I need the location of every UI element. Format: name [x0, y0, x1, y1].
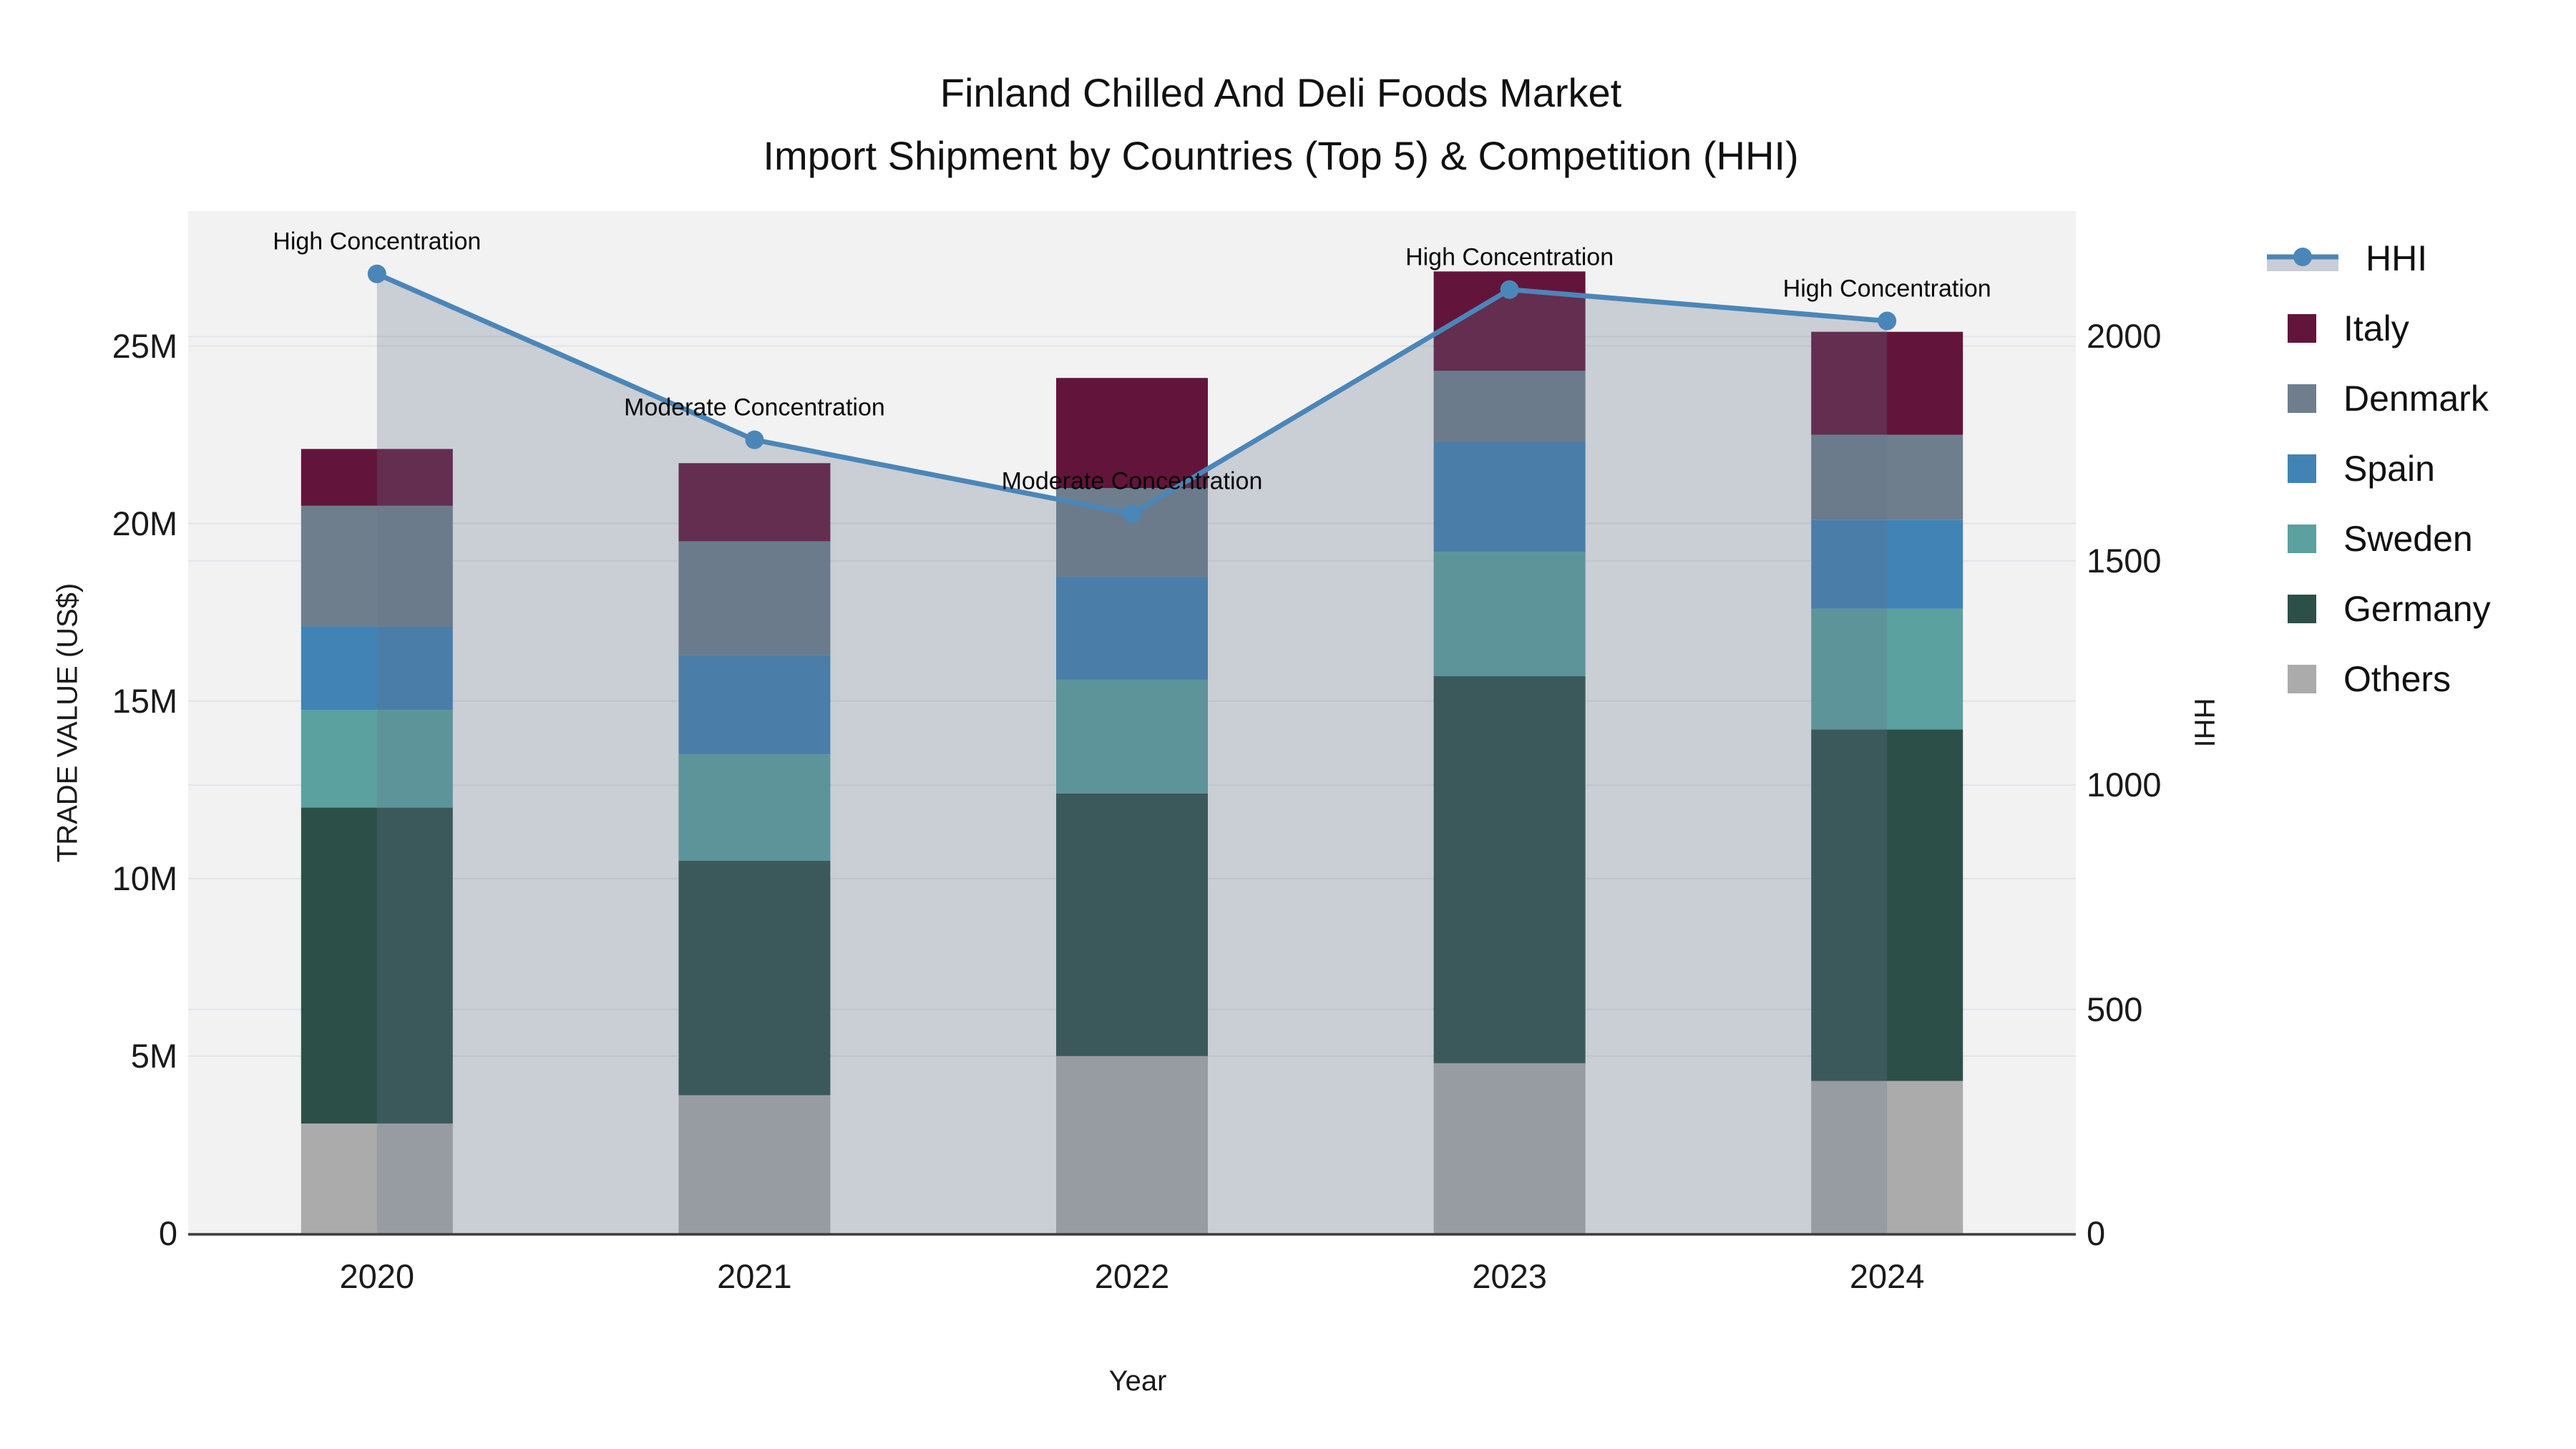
- legend-swatch-others: [2288, 665, 2316, 693]
- bar-segment-others-2023[interactable]: [1433, 1063, 1586, 1234]
- bar-segment-italy-2022[interactable]: [1056, 378, 1208, 489]
- hhi-marker-2023[interactable]: [1500, 280, 1519, 299]
- x-tick-2020: 2020: [339, 1257, 415, 1295]
- bar-segment-germany-2024[interactable]: [1811, 729, 1963, 1081]
- legend-swatch-denmark: [2288, 384, 2316, 413]
- legend-label-spain: Spain: [2343, 449, 2435, 489]
- bar-segment-italy-2021[interactable]: [678, 463, 831, 542]
- y-left-axis-title: TRADE VALUE (US$): [52, 582, 84, 863]
- legend-swatch-germany: [2288, 595, 2316, 623]
- bar-segment-denmark-2021[interactable]: [678, 541, 831, 655]
- y-right-axis-title: HHI: [2188, 698, 2220, 748]
- y-right-tick-500: 500: [2087, 990, 2143, 1028]
- bar-segment-others-2021[interactable]: [678, 1095, 831, 1234]
- x-tick-2023: 2023: [1472, 1257, 1547, 1295]
- bar-segment-spain-2021[interactable]: [678, 655, 831, 755]
- hhi-marker-2022[interactable]: [1123, 504, 1141, 524]
- annotation-2023: High Concentration: [1405, 243, 1614, 271]
- bar-segment-sweden-2024[interactable]: [1811, 608, 1963, 730]
- legend-swatch-spain: [2288, 454, 2316, 483]
- y-left-tick-25M: 25M: [112, 326, 177, 365]
- legend-swatch-italy: [2288, 314, 2316, 343]
- legend-swatch-sweden: [2288, 525, 2316, 553]
- legend-item-others[interactable]: Others: [2254, 658, 2451, 701]
- bar-segment-germany-2023[interactable]: [1433, 675, 1586, 1063]
- legend-label-hhi: HHI: [2366, 238, 2428, 278]
- bar-segment-denmark-2024[interactable]: [1811, 434, 1963, 520]
- legend-item-italy[interactable]: Italy: [2254, 307, 2409, 350]
- y-left-tick-10M: 10M: [112, 859, 177, 897]
- legend-item-denmark[interactable]: Denmark: [2254, 377, 2489, 420]
- hhi-marker-2024[interactable]: [1878, 311, 1897, 331]
- chart-title-line1: Finland Chilled And Deli Foods Market: [940, 70, 1622, 115]
- legend-item-hhi[interactable]: HHI: [2254, 237, 2427, 280]
- bar-segment-spain-2023[interactable]: [1433, 441, 1586, 552]
- chart-title-line2: Import Shipment by Countries (Top 5) & C…: [763, 133, 1799, 178]
- hhi-marker-2021[interactable]: [745, 430, 764, 449]
- bar-segment-denmark-2020[interactable]: [301, 505, 453, 627]
- annotation-2024: High Concentration: [1782, 275, 1991, 303]
- legend-hhi-line-swatch: [2267, 248, 2338, 271]
- bar-segment-sweden-2021[interactable]: [678, 754, 831, 862]
- hhi-area-fill: [376, 273, 1888, 1234]
- annotation-2020: High Concentration: [273, 228, 482, 255]
- x-tick-2024: 2024: [1849, 1257, 1925, 1295]
- bar-segment-sweden-2020[interactable]: [301, 710, 453, 808]
- legend-item-spain[interactable]: Spain: [2254, 447, 2435, 490]
- bar-segment-spain-2024[interactable]: [1811, 519, 1963, 609]
- y-right-tick-1500: 1500: [2087, 541, 2162, 580]
- bar-segment-germany-2022[interactable]: [1056, 793, 1208, 1056]
- bar-segment-others-2024[interactable]: [1811, 1080, 1963, 1234]
- bar-segment-italy-2020[interactable]: [301, 449, 453, 506]
- bar-segment-denmark-2023[interactable]: [1433, 371, 1586, 442]
- bar-segment-sweden-2022[interactable]: [1056, 679, 1208, 794]
- y-left-tick-15M: 15M: [112, 681, 177, 720]
- legend-item-sweden[interactable]: Sweden: [2254, 517, 2473, 560]
- legend-label-germany: Germany: [2343, 589, 2491, 629]
- bar-segment-italy-2024[interactable]: [1811, 331, 1963, 435]
- y-left-tick-5M: 5M: [130, 1036, 177, 1075]
- annotation-2022: Moderate Concentration: [1001, 467, 1263, 495]
- hhi-marker-2020[interactable]: [367, 264, 386, 283]
- x-tick-2021: 2021: [717, 1257, 792, 1295]
- bar-segment-sweden-2023[interactable]: [1433, 552, 1586, 676]
- legend-label-denmark: Denmark: [2343, 379, 2489, 419]
- bar-segment-germany-2020[interactable]: [301, 807, 453, 1124]
- legend-item-germany[interactable]: Germany: [2254, 587, 2491, 630]
- bar-segment-others-2022[interactable]: [1056, 1055, 1208, 1234]
- legend-label-others: Others: [2343, 659, 2451, 699]
- x-tick-2022: 2022: [1094, 1257, 1170, 1295]
- y-right-tick-1000: 1000: [2087, 766, 2162, 804]
- y-left-tick-0: 0: [158, 1214, 177, 1252]
- legend-label-sweden: Sweden: [2343, 519, 2473, 559]
- annotation-2021: Moderate Concentration: [624, 394, 885, 421]
- x-axis-title: Year: [1108, 1365, 1167, 1397]
- bar-segment-others-2020[interactable]: [301, 1123, 453, 1234]
- y-right-tick-0: 0: [2087, 1214, 2106, 1252]
- bar-segment-germany-2021[interactable]: [678, 861, 831, 1096]
- legend-label-italy: Italy: [2343, 308, 2409, 348]
- bar-segment-spain-2020[interactable]: [301, 626, 453, 711]
- y-right-tick-2000: 2000: [2087, 317, 2162, 356]
- y-left-tick-20M: 20M: [112, 504, 177, 542]
- bar-segment-spain-2022[interactable]: [1056, 577, 1208, 680]
